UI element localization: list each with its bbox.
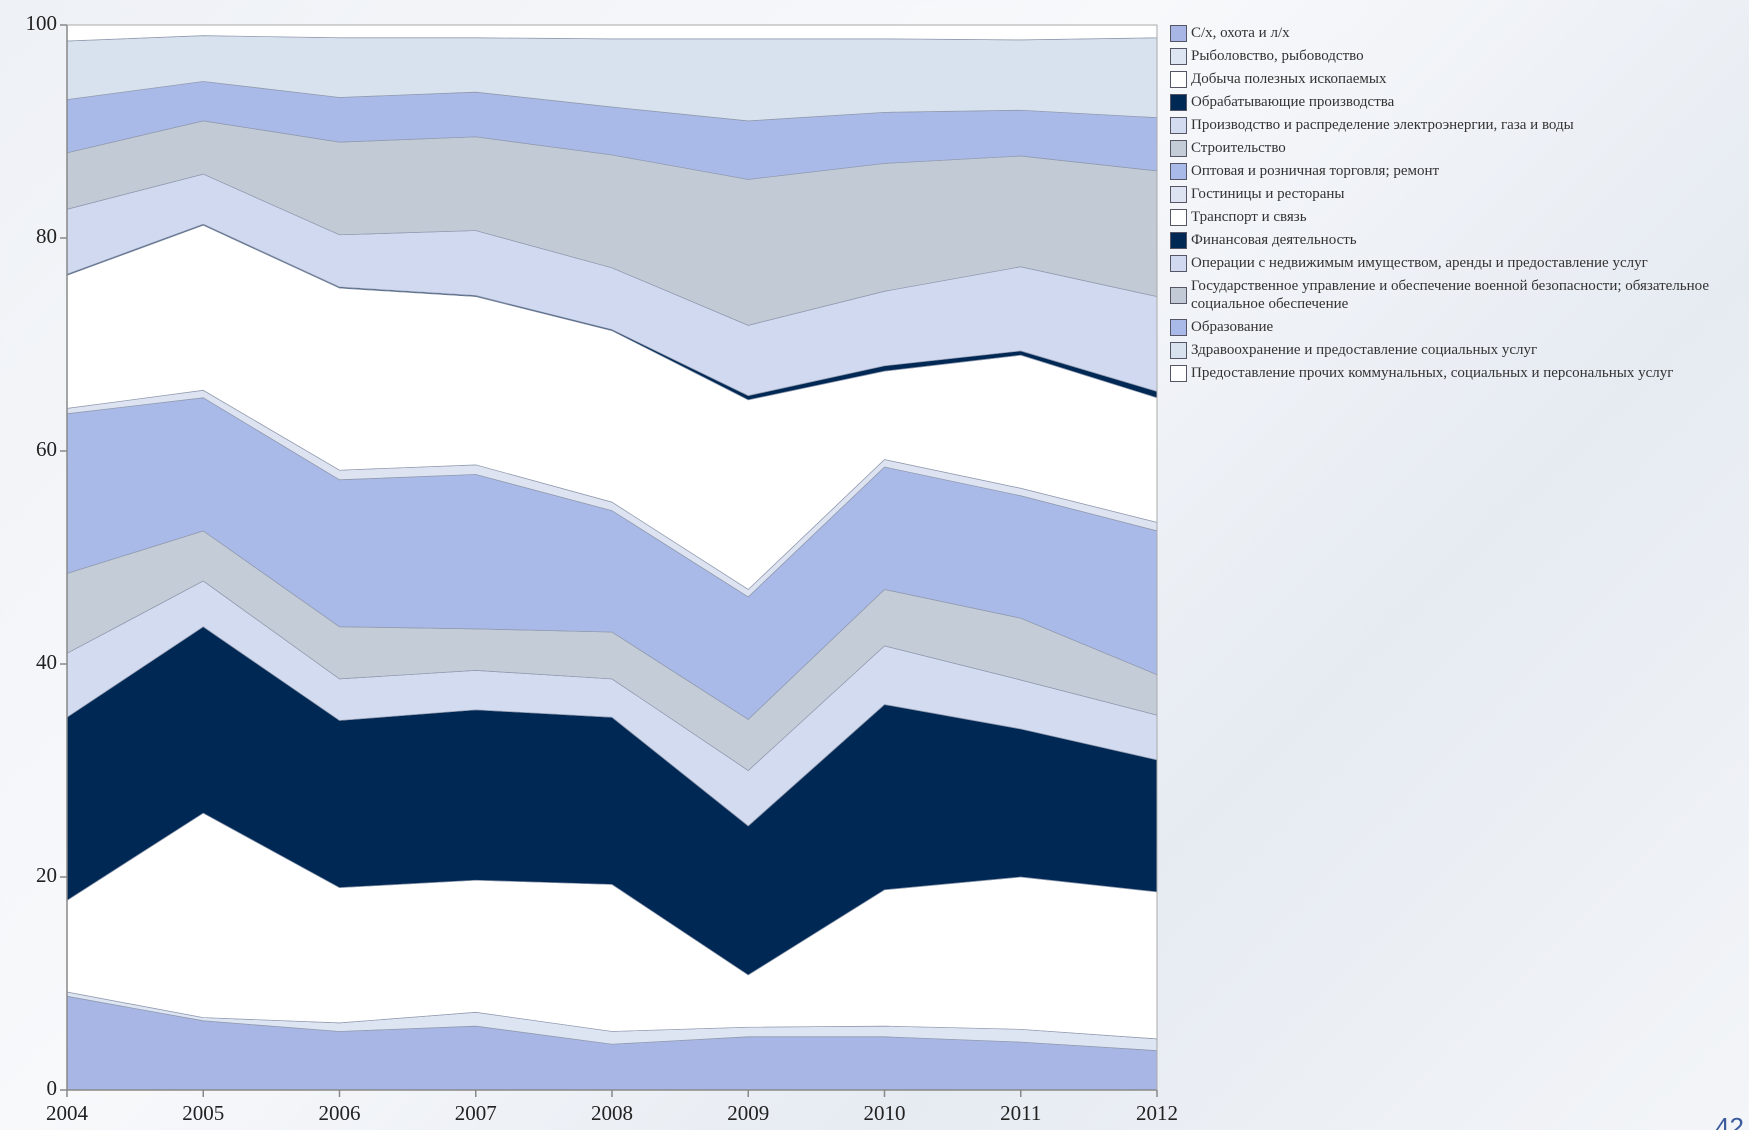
legend-label: Обрабатывающие производства [1191, 94, 1395, 110]
legend-item: Транспорт и связь [1170, 208, 1745, 226]
legend-item: Рыболовство, рыбоводство [1170, 47, 1745, 65]
legend-swatch [1170, 116, 1187, 134]
legend-item: Оптовая и розничная торговля; ремонт [1170, 162, 1745, 180]
legend-swatch [1170, 364, 1187, 382]
legend-label: Операции с недвижимым имуществом, аренды… [1191, 255, 1648, 271]
y-tick-label: 0 [47, 1076, 58, 1100]
legend-swatch [1170, 318, 1187, 336]
legend-item: Строительство [1170, 139, 1745, 157]
legend-swatch [1170, 47, 1187, 65]
legend-label: Образование [1191, 319, 1274, 335]
legend-label: Гостиницы и рестораны [1191, 186, 1345, 202]
x-tick-label: 2010 [864, 1101, 906, 1125]
x-tick-label: 2008 [591, 1101, 633, 1125]
legend-swatch [1170, 286, 1187, 304]
legend-item: Предоставление прочих коммунальных, соци… [1170, 364, 1745, 382]
x-tick-label: 2006 [319, 1101, 361, 1125]
legend-item: С/х, охота и л/х [1170, 24, 1745, 42]
legend-swatch [1170, 185, 1187, 203]
legend-label: Государственное управление и обеспечение… [1191, 278, 1710, 312]
y-tick-label: 60 [36, 437, 57, 461]
legend-item: Операции с недвижимым имуществом, аренды… [1170, 254, 1745, 272]
legend-item: Добыча полезных ископаемых [1170, 70, 1745, 88]
legend-label: Оптовая и розничная торговля; ремонт [1191, 163, 1440, 179]
x-tick-label: 2012 [1136, 1101, 1178, 1125]
legend-item: Обрабатывающие производства [1170, 93, 1745, 111]
y-tick-label: 100 [26, 11, 58, 35]
legend-swatch [1170, 24, 1187, 42]
x-tick-label: 2009 [727, 1101, 769, 1125]
x-tick-label: 2005 [182, 1101, 224, 1125]
x-tick-label: 2011 [1000, 1101, 1041, 1125]
legend-swatch [1170, 341, 1187, 359]
legend-label: Строительство [1191, 140, 1286, 156]
legend-label: Рыболовство, рыбоводство [1191, 48, 1364, 64]
legend-label: Производство и распределение электроэнер… [1191, 117, 1574, 133]
legend-label: Финансовая деятельность [1191, 232, 1357, 248]
y-tick-label: 40 [36, 650, 57, 674]
page-number: 42 [1715, 1112, 1744, 1130]
legend-item: Здравоохранение и предоставление социаль… [1170, 341, 1745, 359]
legend-item: Производство и распределение электроэнер… [1170, 116, 1745, 134]
legend-swatch [1170, 254, 1187, 272]
legend-swatch [1170, 70, 1187, 88]
legend-label: Здравоохранение и предоставление социаль… [1191, 342, 1538, 358]
legend-item: Государственное управление и обеспечение… [1170, 277, 1745, 313]
legend-swatch [1170, 231, 1187, 249]
legend-item: Образование [1170, 318, 1745, 336]
legend-label: С/х, охота и л/х [1191, 25, 1290, 41]
y-tick-label: 80 [36, 224, 57, 248]
legend-label: Предоставление прочих коммунальных, соци… [1191, 365, 1674, 381]
y-tick-label: 20 [36, 863, 57, 887]
x-tick-label: 2004 [46, 1101, 89, 1125]
legend: С/х, охота и л/х Рыболовство, рыбоводство… [1170, 24, 1745, 387]
legend-swatch [1170, 139, 1187, 157]
legend-label: Транспорт и связь [1191, 209, 1307, 225]
x-tick-label: 2007 [455, 1101, 497, 1125]
legend-swatch [1170, 208, 1187, 226]
legend-swatch [1170, 93, 1187, 111]
legend-item: Финансовая деятельность [1170, 231, 1745, 249]
legend-swatch [1170, 162, 1187, 180]
legend-label: Добыча полезных ископаемых [1191, 71, 1387, 87]
legend-item: Гостиницы и рестораны [1170, 185, 1745, 203]
